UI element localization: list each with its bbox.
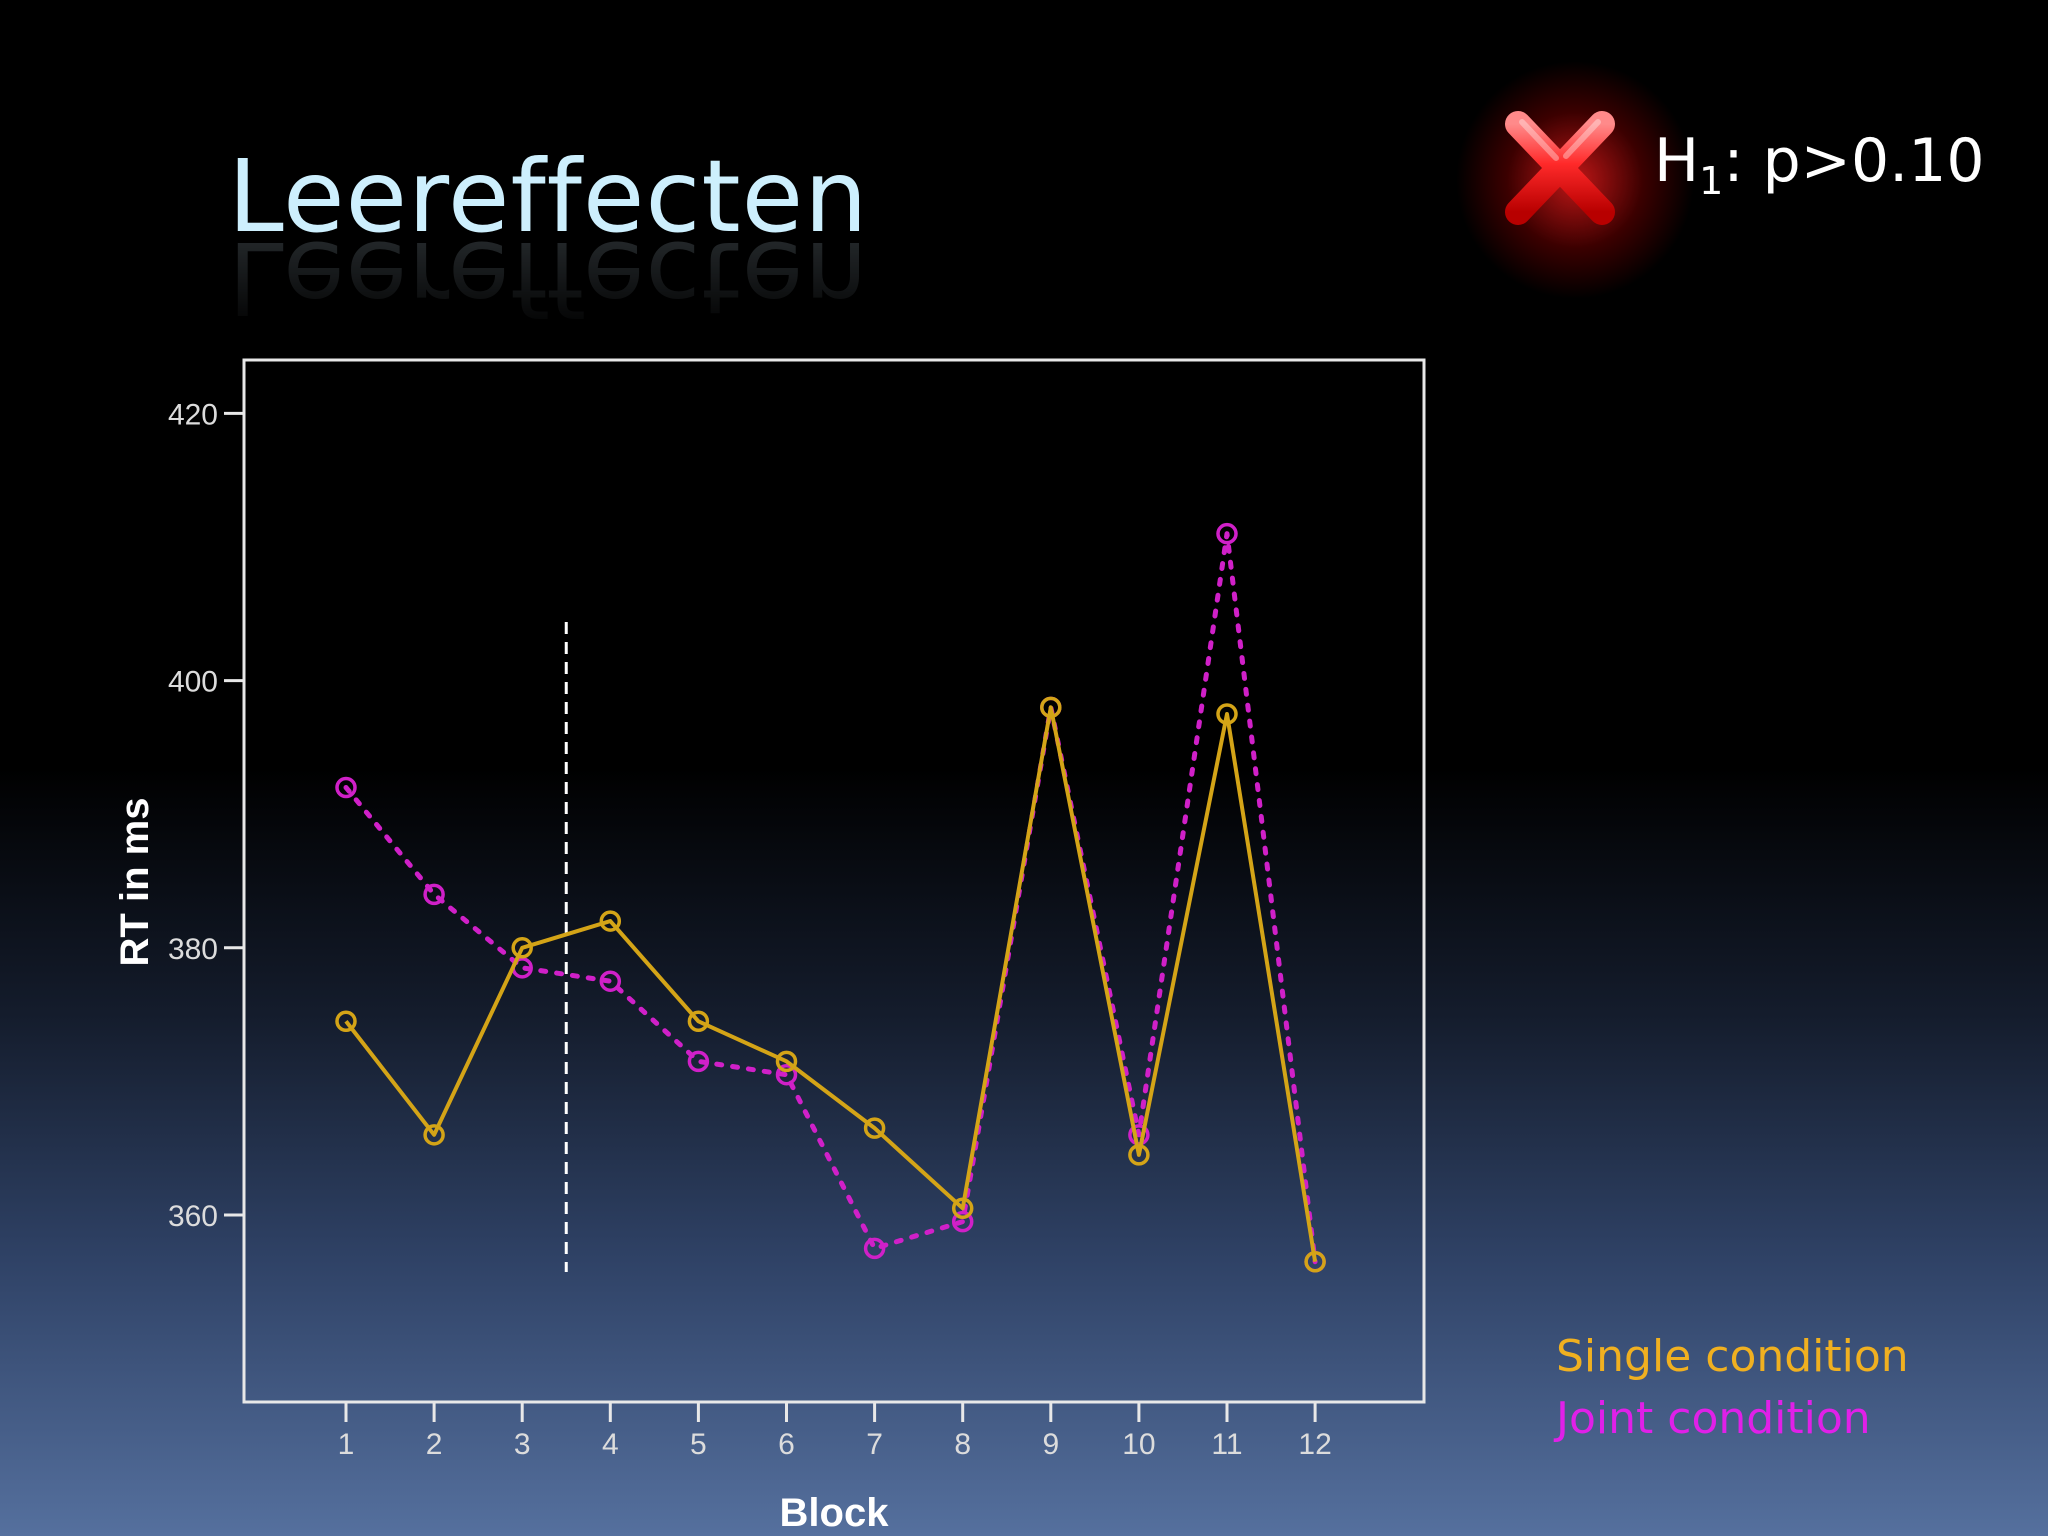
x-tick-label: 4	[602, 1428, 619, 1461]
point-single-block-10	[1128, 1144, 1150, 1166]
point-single-block-3	[511, 937, 533, 959]
x-axis: 1 2 3 4 5 6 7 8 9 10 11 12	[338, 1402, 1332, 1461]
y-tick-label: 400	[168, 666, 218, 699]
x-tick-label: 3	[514, 1428, 531, 1461]
legend-single-condition: Single condition	[1556, 1331, 1909, 1382]
x-tick-label: 2	[426, 1428, 443, 1461]
y-tick-label: 420	[168, 398, 218, 431]
series-group	[335, 522, 1326, 1273]
point-joint-block-7	[863, 1237, 886, 1260]
y-tick-label: 360	[168, 1200, 218, 1233]
point-single-block-2	[423, 1124, 445, 1146]
point-joint-block-10	[1128, 1124, 1150, 1146]
point-single-block-5	[687, 1010, 710, 1033]
point-joint-block-6	[775, 1063, 798, 1086]
x-tick-label: 10	[1122, 1428, 1155, 1461]
x-tick-label: 12	[1298, 1428, 1331, 1461]
series-joint	[335, 522, 1326, 1273]
x-tick-label: 11	[1211, 1428, 1242, 1461]
legend-joint-condition: Joint condition	[1556, 1393, 1871, 1444]
slide-title: Leereffecten	[228, 138, 869, 255]
x-tick-label: 5	[690, 1428, 707, 1461]
x-tick-label: 6	[778, 1428, 795, 1461]
point-single-block-8	[951, 1197, 974, 1220]
series-line-joint	[343, 531, 1318, 1265]
point-single-block-12	[1304, 1250, 1326, 1273]
point-joint-block-5	[687, 1050, 710, 1073]
legend: Single condition Joint condition	[1556, 1326, 1909, 1450]
point-joint-block-2	[423, 883, 445, 906]
point-joint-block-4	[599, 970, 622, 992]
point-single-block-6	[775, 1050, 798, 1073]
point-single-block-9	[1040, 696, 1062, 719]
x-tick-label: 9	[1042, 1428, 1059, 1461]
x-tick-label: 7	[866, 1428, 883, 1461]
point-joint-block-1	[335, 776, 357, 799]
point-single-block-1	[335, 1010, 357, 1033]
point-joint-block-11	[1216, 522, 1238, 545]
hypothesis-text: H1: p>0.10	[1654, 126, 1985, 203]
point-single-block-7	[863, 1117, 886, 1139]
x-tick-label: 1	[338, 1428, 355, 1461]
y-axis: 360 380 400 420	[168, 398, 244, 1233]
x-axis-title: Block	[780, 1491, 890, 1535]
y-axis-title: RT in ms	[113, 798, 157, 967]
red-x-icon	[1505, 111, 1615, 225]
point-single-block-11	[1216, 703, 1238, 725]
x-tick-label: 8	[954, 1428, 971, 1461]
y-tick-label: 380	[168, 933, 218, 966]
plot-frame	[242, 358, 1426, 1404]
point-single-block-4	[599, 910, 622, 932]
series-line-single	[344, 705, 1318, 1263]
series-single	[335, 696, 1326, 1273]
point-joint-block-8	[951, 1210, 974, 1233]
